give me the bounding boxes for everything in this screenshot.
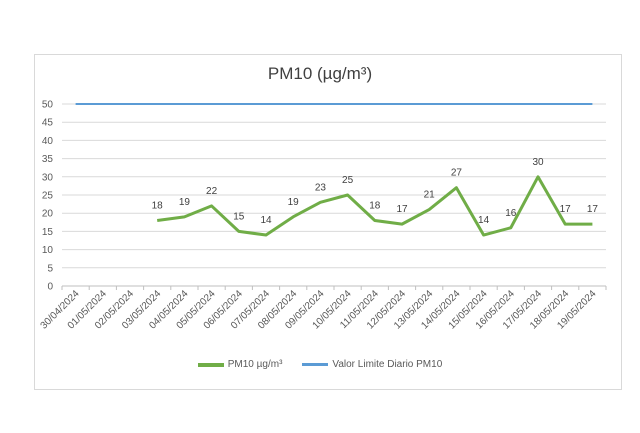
y-tick-label: 10	[42, 245, 54, 256]
data-label: 19	[288, 197, 300, 208]
data-label: 27	[451, 168, 463, 179]
legend-item-pm10: PM10 µg/m³	[197, 359, 283, 370]
y-tick-label: 40	[42, 136, 54, 147]
legend-label-limit: Valor Limite Diario PM10	[332, 359, 443, 370]
data-label: 25	[342, 175, 354, 186]
legend: PM10 µg/m³ Valor Limite Diario PM10	[0, 359, 640, 370]
data-label: 17	[560, 204, 572, 215]
legend-swatch-pm10	[197, 362, 224, 367]
data-label: 22	[206, 186, 218, 197]
y-tick-label: 35	[42, 154, 54, 165]
y-tick-label: 50	[42, 100, 54, 111]
legend-item-limit: Valor Limite Diario PM10	[302, 359, 442, 370]
legend-label-pm10: PM10 µg/m³	[227, 359, 283, 370]
y-tick-label: 0	[47, 282, 53, 293]
chart-title: PM10 (µg/m³)	[267, 64, 373, 83]
data-label: 21	[424, 190, 436, 201]
y-tick-label: 25	[42, 191, 54, 202]
y-tick-label: 45	[42, 118, 54, 129]
y-tick-label: 30	[42, 172, 54, 183]
data-label: 18	[152, 200, 164, 211]
chart-area	[34, 54, 622, 390]
y-tick-label: 15	[42, 227, 54, 238]
y-tick-label: 5	[47, 263, 53, 274]
data-label: 17	[587, 204, 599, 215]
y-tick-label: 20	[42, 209, 54, 220]
data-label: 23	[315, 182, 327, 193]
data-label: 16	[505, 208, 517, 219]
data-label: 14	[478, 215, 490, 226]
data-label: 30	[532, 157, 544, 168]
data-label: 19	[179, 197, 191, 208]
legend-swatch-limit	[302, 363, 329, 366]
data-label: 14	[260, 215, 272, 226]
data-label: 17	[396, 204, 408, 215]
data-label: 15	[233, 211, 245, 222]
data-label: 18	[369, 200, 381, 211]
